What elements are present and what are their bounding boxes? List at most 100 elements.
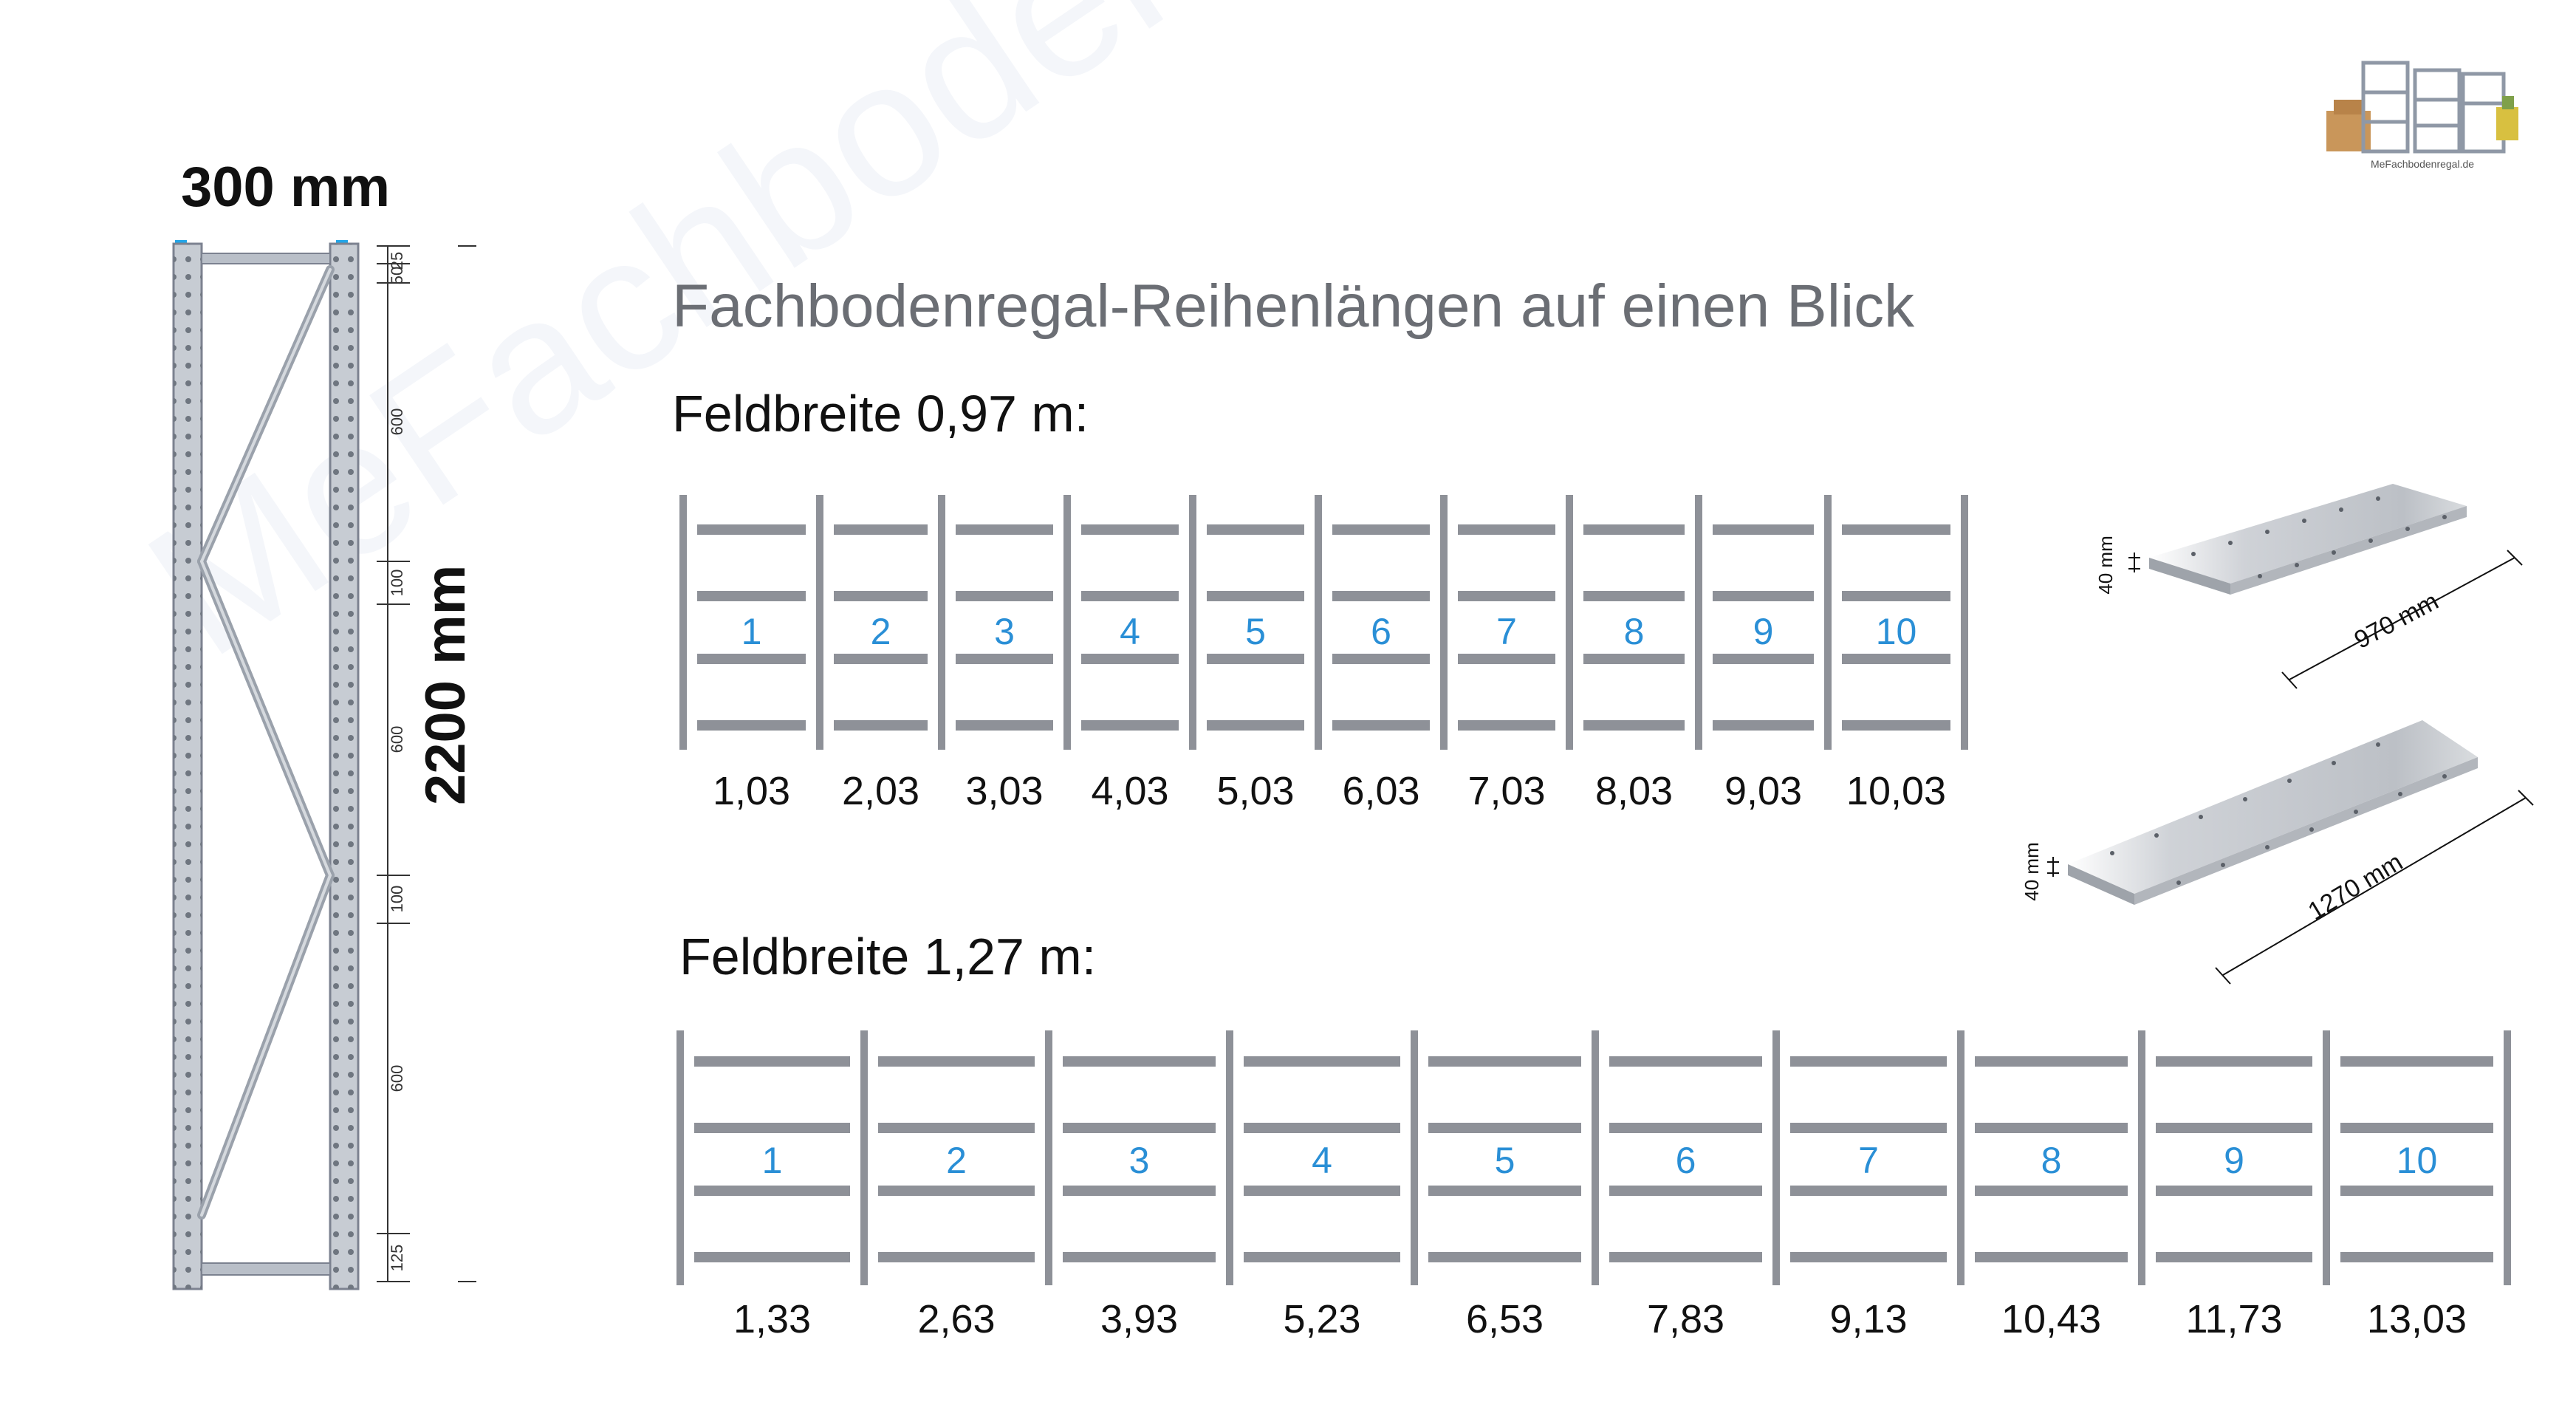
row-length-label: 9,03 xyxy=(1724,769,1803,813)
shelf-board xyxy=(1713,720,1814,731)
frame-height-label: 2200 mm xyxy=(414,564,477,805)
shelf-board xyxy=(694,1186,850,1196)
shelf-board xyxy=(1207,654,1304,664)
logo: MeFachbodenregal.de xyxy=(2304,41,2541,177)
shelf-board xyxy=(697,654,806,664)
shelf-board xyxy=(1975,1056,2128,1067)
shelf-board xyxy=(1713,524,1814,535)
field-number: 2 xyxy=(946,1140,967,1181)
row-length-label: 5,03 xyxy=(1216,769,1295,813)
rack-post xyxy=(676,1030,684,1285)
field-number: 10 xyxy=(1875,611,1917,652)
shelf-board xyxy=(834,720,928,731)
shelf-board xyxy=(697,524,806,535)
shelf-board xyxy=(1332,524,1430,535)
shelf-board xyxy=(2156,1252,2312,1262)
field-number: 10 xyxy=(2396,1140,2438,1181)
shelf-board xyxy=(2156,1123,2312,1133)
shelf-1270-illustration: 40 mm 1270 mm xyxy=(2021,705,2541,993)
shelf-board xyxy=(1063,1123,1216,1133)
rack-post xyxy=(2323,1030,2330,1285)
page-title: Fachbodenregal-Reihenlängen auf einen Bl… xyxy=(672,273,1915,340)
shelf-board xyxy=(1207,524,1304,535)
shelf-board xyxy=(2340,1123,2493,1133)
shelf-board xyxy=(834,591,928,601)
rack-post xyxy=(938,495,945,750)
rack-post xyxy=(1063,495,1071,750)
rack-post xyxy=(1226,1030,1233,1285)
shelf-board xyxy=(1583,524,1685,535)
shelf-board xyxy=(956,524,1053,535)
row2-heading: Feldbreite 1,27 m: xyxy=(679,928,1097,985)
segment-label: 25 xyxy=(388,252,406,270)
row-length-label: 1,03 xyxy=(712,769,791,813)
shelf-board xyxy=(1332,591,1430,601)
row-length-label: 2,63 xyxy=(917,1297,996,1341)
field-number: 7 xyxy=(1496,611,1517,652)
rack-post xyxy=(1189,495,1196,750)
shelf-board xyxy=(2340,1056,2493,1067)
shelf-board xyxy=(956,720,1053,731)
shelf-board xyxy=(1609,1123,1762,1133)
row2-diagram xyxy=(665,1023,2526,1289)
row-length-label: 7,03 xyxy=(1467,769,1546,813)
field-number: 4 xyxy=(1120,611,1140,652)
shelf-board xyxy=(878,1056,1035,1067)
shelf-board xyxy=(1244,1056,1400,1067)
shelf-board xyxy=(2340,1252,2493,1262)
row-length-label: 8,03 xyxy=(1594,769,1674,813)
shelf-board xyxy=(697,591,806,601)
shelf-board xyxy=(694,1123,850,1133)
shelf-board xyxy=(834,654,928,664)
field-number: 6 xyxy=(1675,1140,1696,1181)
logo-text: MeFachbodenregal.de xyxy=(2371,158,2474,170)
frame-diagram: 25 50 600 100 600 100 600 125 xyxy=(166,233,481,1296)
row-length-label: 11,73 xyxy=(2185,1297,2283,1341)
shelf-board xyxy=(956,654,1053,664)
field-number: 8 xyxy=(2041,1140,2062,1181)
shelf-1270-thickness: 40 mm xyxy=(2024,842,2043,900)
shelf-board xyxy=(2340,1186,2493,1196)
field-number: 3 xyxy=(994,611,1015,652)
shelf-board xyxy=(1842,591,1950,601)
shelf-board xyxy=(1790,1186,1947,1196)
shelf-board xyxy=(1332,720,1430,731)
shelf-board xyxy=(697,720,806,731)
shelf-board xyxy=(1790,1056,1947,1067)
shelf-board xyxy=(1609,1056,1762,1067)
shelf-board xyxy=(1583,720,1685,731)
rack-post xyxy=(1411,1030,1418,1285)
shelf-970-length: 970 mm xyxy=(2350,587,2443,654)
shelf-board xyxy=(1975,1123,2128,1133)
shelf-970-thickness: 40 mm xyxy=(2094,536,2117,594)
rack-post xyxy=(2504,1030,2511,1285)
shelf-board xyxy=(1583,591,1685,601)
shelf-board xyxy=(1790,1123,1947,1133)
shelf-board xyxy=(1458,720,1555,731)
field-number: 9 xyxy=(1753,611,1774,652)
shelf-board xyxy=(1458,654,1555,664)
shelf-board xyxy=(1458,524,1555,535)
shelf-board xyxy=(834,524,928,535)
shelf-board xyxy=(1063,1252,1216,1262)
rack-post xyxy=(1957,1030,1964,1285)
rack-post xyxy=(1592,1030,1599,1285)
row-length-label: 10,03 xyxy=(1846,769,1947,813)
shelf-board xyxy=(1428,1056,1581,1067)
row-length-label: 6,03 xyxy=(1342,769,1420,813)
shelf-board xyxy=(2156,1186,2312,1196)
shelf-board xyxy=(1244,1123,1400,1133)
shelf-board xyxy=(694,1252,850,1262)
rack-post xyxy=(1045,1030,1052,1285)
rack-post xyxy=(1772,1030,1780,1285)
shelf-970-illustration: 40 mm 970 mm xyxy=(2083,473,2526,702)
shelf-board xyxy=(878,1123,1035,1133)
row-length-label: 4,03 xyxy=(1091,769,1169,813)
shelf-board xyxy=(1428,1123,1581,1133)
shelf-board xyxy=(694,1056,850,1067)
segment-label: 125 xyxy=(388,1245,406,1272)
segment-label: 600 xyxy=(388,1065,406,1092)
shelf-board xyxy=(1428,1186,1581,1196)
shelf-board xyxy=(956,591,1053,601)
row-length-label: 3,93 xyxy=(1100,1297,1179,1341)
